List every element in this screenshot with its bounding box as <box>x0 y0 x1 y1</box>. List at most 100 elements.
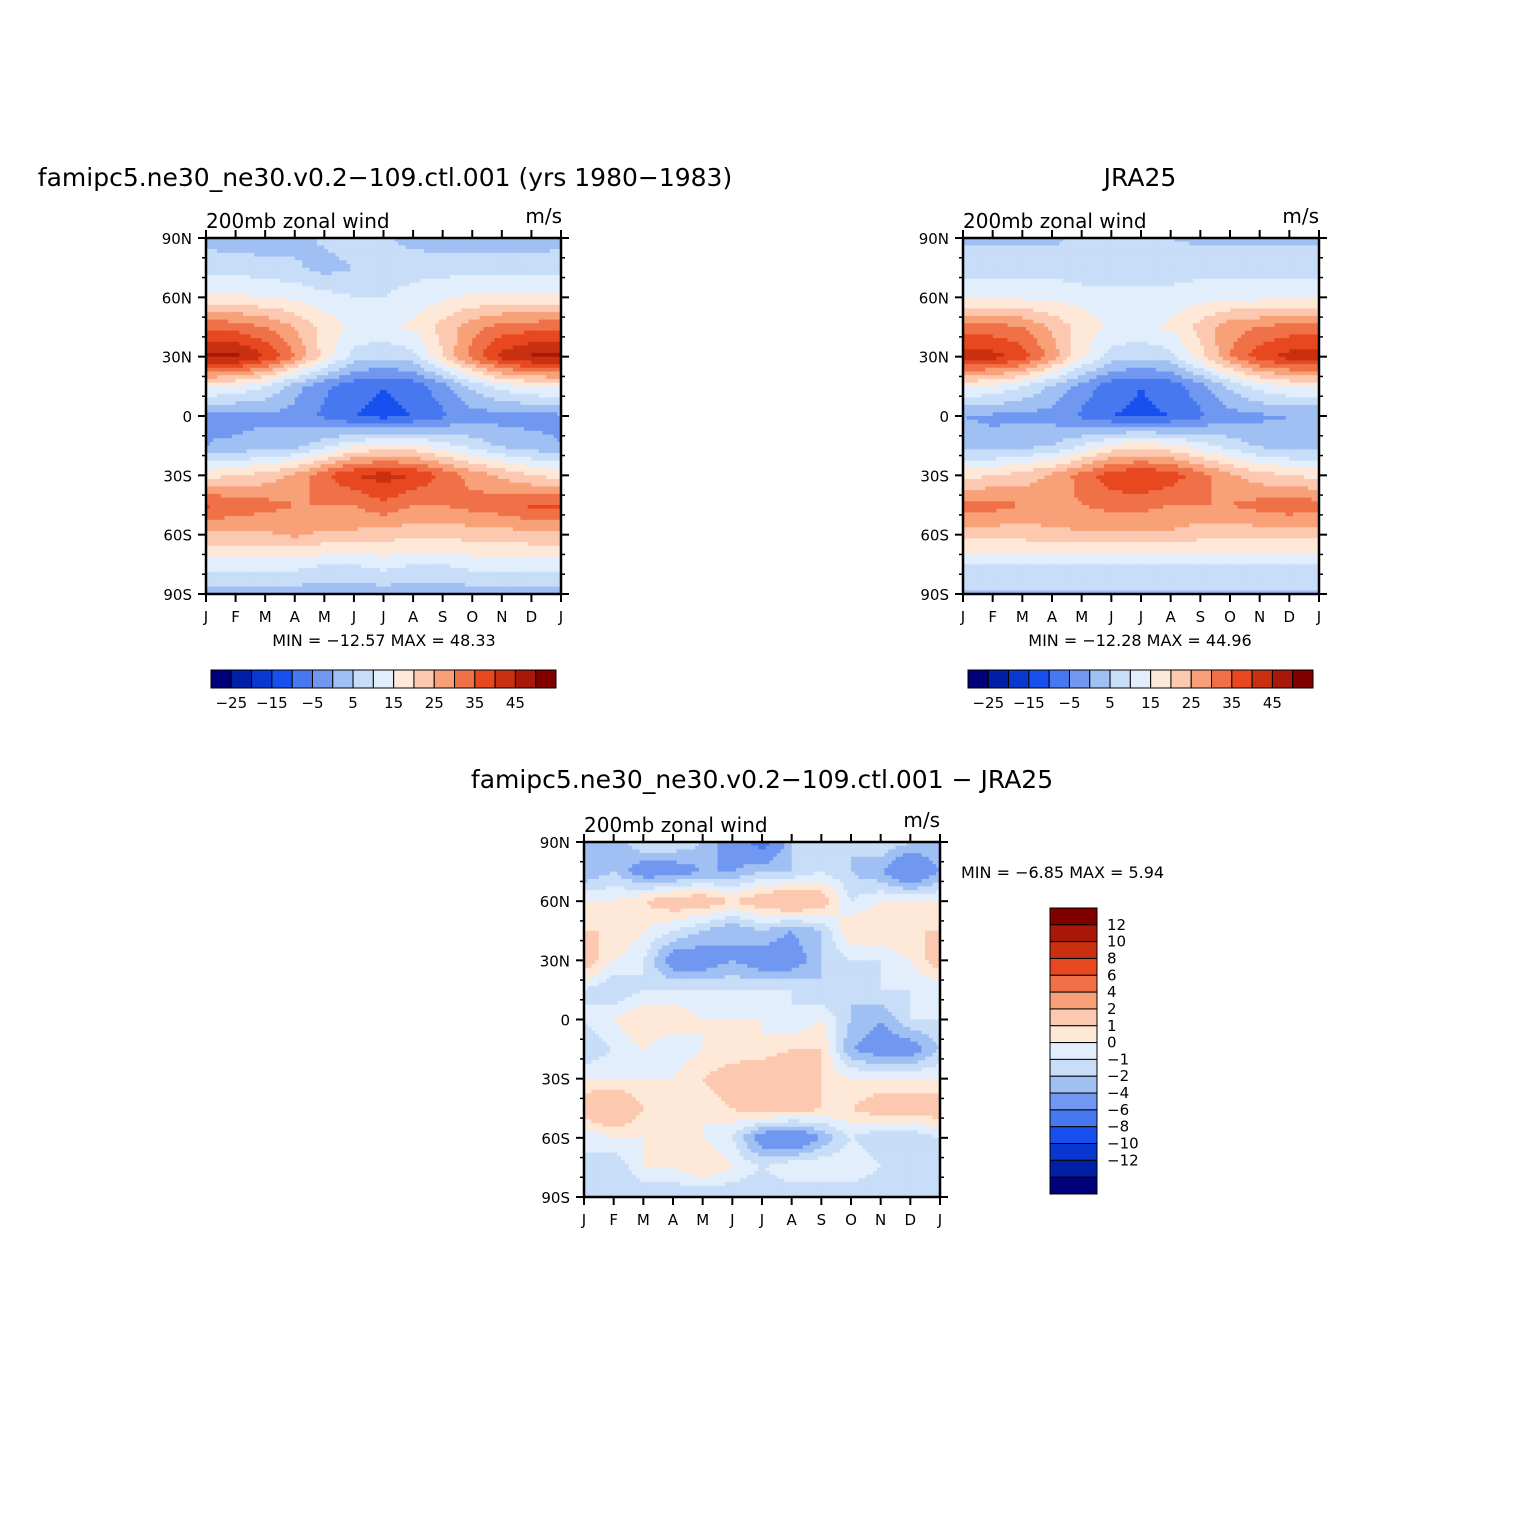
field-cell <box>247 338 251 342</box>
field-cell <box>506 405 510 409</box>
field-cell <box>213 383 217 387</box>
field-cell <box>354 264 358 268</box>
field-cell <box>398 334 402 338</box>
field-cell <box>454 316 458 320</box>
field-cell <box>265 409 269 413</box>
field-cell <box>531 271 535 275</box>
field-cell <box>402 423 406 427</box>
field-cell <box>321 308 325 312</box>
field-cell <box>446 349 450 353</box>
field-cell <box>539 390 543 394</box>
field-cell <box>243 338 247 342</box>
field-cell <box>232 386 236 390</box>
field-cell <box>395 275 399 279</box>
field-cell <box>328 386 332 390</box>
field-cell <box>517 372 521 376</box>
field-cell <box>520 360 524 364</box>
field-cell <box>254 308 258 312</box>
field-cell <box>483 397 487 401</box>
field-cell <box>376 349 380 353</box>
field-cell <box>365 379 369 383</box>
field-cell <box>298 379 302 383</box>
field-cell <box>332 368 336 372</box>
field-cell <box>476 360 480 364</box>
field-cell <box>280 271 284 275</box>
field-cell <box>232 368 236 372</box>
field-cell <box>317 372 321 376</box>
field-cell <box>287 305 291 309</box>
field-cell <box>457 297 461 301</box>
field-cell <box>450 308 454 312</box>
field-cell <box>506 390 510 394</box>
field-cell <box>324 334 328 338</box>
field-cell <box>413 249 417 253</box>
field-cell <box>380 301 384 305</box>
field-cell <box>443 357 447 361</box>
field-cell <box>228 349 232 353</box>
field-cell <box>372 427 376 431</box>
field-cell <box>347 412 351 416</box>
field-cell <box>280 305 284 309</box>
field-cell <box>236 279 240 283</box>
field-cell <box>306 294 310 298</box>
field-cell <box>539 375 543 379</box>
field-cell <box>520 372 524 376</box>
field-cell <box>313 286 317 290</box>
field-cell <box>372 346 376 350</box>
field-cell <box>358 242 362 246</box>
field-cell <box>424 372 428 376</box>
field-cell <box>239 420 243 424</box>
field-cell <box>369 334 373 338</box>
field-cell <box>543 386 547 390</box>
field-cell <box>480 383 484 387</box>
field-cell <box>428 305 432 309</box>
field-cell <box>347 301 351 305</box>
field-cell <box>494 427 498 431</box>
field-cell <box>243 423 247 427</box>
field-cell <box>261 331 265 335</box>
field-cell <box>295 375 299 379</box>
field-cell <box>254 305 258 309</box>
field-cell <box>384 357 388 361</box>
field-cell <box>554 420 558 424</box>
field-cell <box>517 386 521 390</box>
field-cell <box>324 412 328 416</box>
field-cell <box>428 245 432 249</box>
field-cell <box>310 342 314 346</box>
field-cell <box>428 423 432 427</box>
field-cell <box>228 368 232 372</box>
field-cell <box>210 294 214 298</box>
field-cell <box>350 312 354 316</box>
field-cell <box>298 308 302 312</box>
field-cell <box>509 331 513 335</box>
field-cell <box>380 397 384 401</box>
field-cell <box>502 253 506 257</box>
field-cell <box>369 305 373 309</box>
field-cell <box>469 409 473 413</box>
field-cell <box>221 383 225 387</box>
field-cell <box>450 368 454 372</box>
field-cell <box>280 386 284 390</box>
field-cell <box>417 305 421 309</box>
field-cell <box>217 412 221 416</box>
field-cell <box>261 375 265 379</box>
field-cell <box>365 316 369 320</box>
field-cell <box>369 342 373 346</box>
field-cell <box>291 383 295 387</box>
field-cell <box>313 283 317 287</box>
field-cell <box>332 294 336 298</box>
field-cell <box>446 294 450 298</box>
field-cell <box>321 257 325 261</box>
field-cell <box>261 357 265 361</box>
field-cell <box>376 316 380 320</box>
field-cell <box>239 346 243 350</box>
field-cell <box>280 253 284 257</box>
field-cell <box>321 249 325 253</box>
field-cell <box>332 305 336 309</box>
field-cell <box>365 290 369 294</box>
field-cell <box>232 297 236 301</box>
field-cell <box>465 390 469 394</box>
field-cell <box>221 294 225 298</box>
field-cell <box>298 290 302 294</box>
field-cell <box>350 405 354 409</box>
